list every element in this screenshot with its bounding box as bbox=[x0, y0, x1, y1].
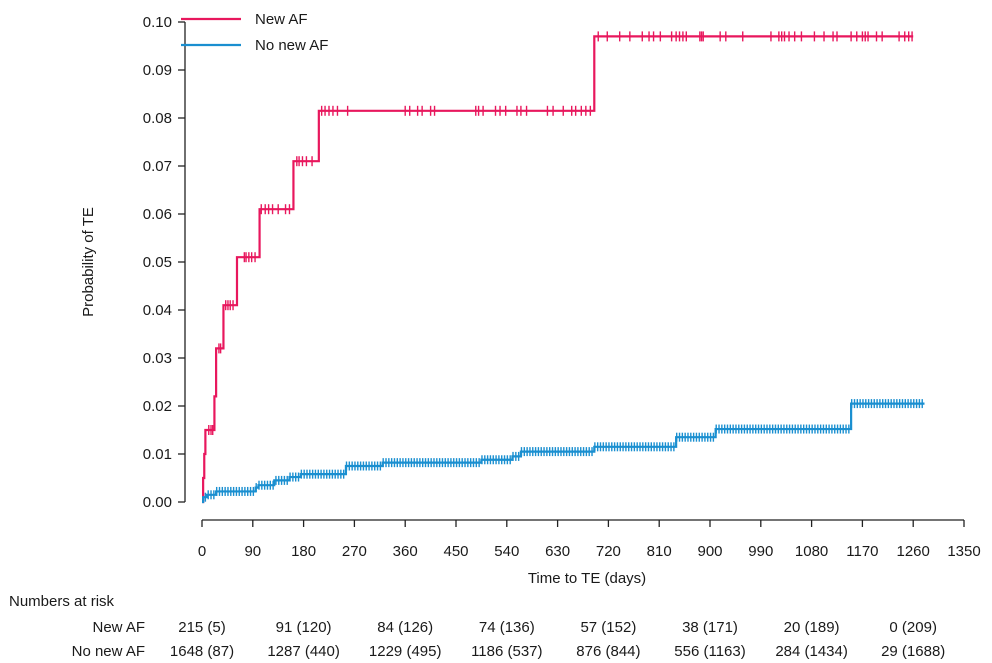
x-tick-label: 180 bbox=[291, 543, 316, 560]
risk-row-new-af: New AF 215 (5) 91 (120) 84 (126) 74 (136) 57 … bbox=[0, 619, 992, 637]
series-no-new-af bbox=[202, 399, 925, 504]
x-tick-label: 1080 bbox=[795, 543, 828, 560]
y-tick-label: 0.01 bbox=[143, 446, 172, 463]
legend: New AF No new AF bbox=[181, 11, 328, 54]
x-tick-label: 450 bbox=[443, 543, 468, 560]
risk-table-title: Numbers at risk bbox=[9, 593, 115, 610]
y-tick-label: 0.04 bbox=[143, 302, 172, 319]
series-new-af bbox=[202, 31, 914, 504]
risk-cell: 91 (120) bbox=[275, 619, 332, 636]
y-tick-label: 0.02 bbox=[143, 398, 172, 415]
x-tick-label: 810 bbox=[647, 543, 672, 560]
risk-cell: 556 (1163) bbox=[674, 643, 746, 660]
x-tick-label: 90 bbox=[244, 543, 261, 560]
y-tick-label: 0.05 bbox=[143, 254, 172, 271]
legend-label: No new AF bbox=[255, 37, 328, 54]
y-tick-label: 0.09 bbox=[143, 62, 172, 79]
risk-cell: 20 (189) bbox=[783, 619, 840, 636]
survival-step-line bbox=[202, 35, 914, 504]
x-tick-label: 0 bbox=[198, 543, 206, 560]
risk-row-label: New AF bbox=[92, 619, 145, 636]
risk-cell: 29 (1688) bbox=[881, 643, 946, 660]
x-tick-label: 1170 bbox=[846, 543, 878, 560]
risk-cell: 215 (5) bbox=[178, 619, 226, 636]
x-tick-label: 990 bbox=[748, 543, 773, 560]
y-axis-label: Probability of TE bbox=[80, 207, 97, 317]
y-tick-label: 0.10 bbox=[143, 14, 172, 31]
risk-cell: 74 (136) bbox=[478, 619, 535, 636]
x-tick-label: 720 bbox=[596, 543, 621, 560]
axes: 0.00 0.01 0.02 0.03 0.04 0.05 0.06 0.07 0.08 0.09… bbox=[80, 14, 981, 587]
risk-row-label: No new AF bbox=[71, 643, 145, 660]
risk-cell: 1186 (537) bbox=[471, 643, 543, 660]
y-tick-label: 0.08 bbox=[143, 110, 172, 127]
risk-cell: 1648 (87) bbox=[169, 643, 235, 660]
legend-label: New AF bbox=[255, 11, 308, 28]
risk-cell: 1229 (495) bbox=[368, 643, 442, 660]
series-layer bbox=[202, 31, 925, 504]
risk-row-no-new-af: No new AF 1648 (87) 1287 (440) 1229 (495) 11… bbox=[0, 643, 992, 661]
km-chart: 0.00 0.01 0.02 0.03 0.04 0.05 0.06 0.07 0.08 0.09… bbox=[80, 11, 981, 587]
risk-cell: 876 (844) bbox=[576, 643, 641, 660]
x-tick-label: 630 bbox=[545, 543, 570, 560]
x-tick-label: 1260 bbox=[897, 543, 930, 560]
x-tick-label: 540 bbox=[494, 543, 519, 560]
risk-cell: 57 (152) bbox=[580, 619, 637, 636]
x-tick-label: 1350 bbox=[947, 543, 980, 560]
y-tick-label: 0.03 bbox=[143, 350, 172, 367]
risk-cell: 38 (171) bbox=[682, 619, 738, 636]
x-tick-label: 900 bbox=[697, 543, 722, 560]
risk-cell: 284 (1434) bbox=[775, 643, 848, 660]
risk-cell: 0 (209) bbox=[889, 619, 937, 636]
y-tick-label: 0.06 bbox=[143, 206, 172, 223]
risk-cell: 84 (126) bbox=[377, 619, 434, 636]
y-tick-label: 0.00 bbox=[143, 494, 172, 511]
y-tick-label: 0.07 bbox=[143, 158, 172, 175]
risk-cell: 1287 (440) bbox=[267, 643, 340, 660]
x-tick-label: 360 bbox=[393, 543, 418, 560]
x-tick-label: 270 bbox=[342, 543, 367, 560]
x-axis-label: Time to TE (days) bbox=[528, 570, 646, 587]
